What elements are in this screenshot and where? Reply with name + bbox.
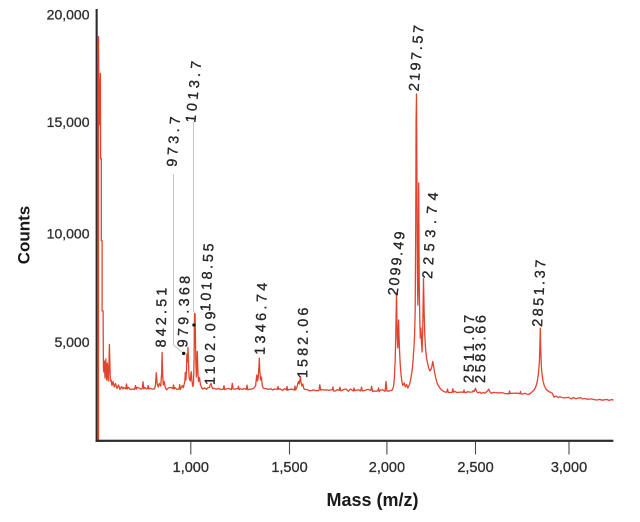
svg-text:1013.7: 1013.7 bbox=[183, 57, 205, 124]
svg-text:973.7: 973.7 bbox=[165, 113, 185, 168]
svg-text:2099.49: 2099.49 bbox=[386, 229, 409, 297]
svg-text:Counts: Counts bbox=[15, 206, 34, 265]
svg-text:1582.06: 1582.06 bbox=[295, 305, 312, 379]
svg-text:1346.74: 1346.74 bbox=[253, 279, 272, 355]
svg-text:20,000: 20,000 bbox=[47, 6, 90, 22]
svg-text:2511.07: 2511.07 bbox=[462, 312, 479, 383]
svg-text:5,000: 5,000 bbox=[54, 334, 89, 350]
svg-text:1,500: 1,500 bbox=[271, 460, 307, 476]
svg-text:979.368: 979.368 bbox=[175, 272, 194, 347]
svg-text:842.51: 842.51 bbox=[154, 284, 171, 347]
svg-text:15,000: 15,000 bbox=[47, 114, 90, 130]
svg-text:2197.57: 2197.57 bbox=[407, 22, 428, 92]
svg-text:Mass (m/z): Mass (m/z) bbox=[327, 490, 419, 510]
svg-text:1,000: 1,000 bbox=[173, 460, 209, 476]
svg-text:1018.55: 1018.55 bbox=[198, 240, 218, 311]
svg-text:10,000: 10,000 bbox=[47, 225, 90, 241]
svg-text:2583.66: 2583.66 bbox=[473, 312, 490, 383]
svg-text:1102.09: 1102.09 bbox=[203, 308, 220, 385]
svg-text:2253.74: 2253.74 bbox=[420, 186, 442, 279]
svg-text:2,000: 2,000 bbox=[369, 460, 405, 476]
svg-text:3,000: 3,000 bbox=[551, 460, 587, 476]
svg-text:2851.37: 2851.37 bbox=[530, 257, 550, 327]
svg-text:2,500: 2,500 bbox=[457, 460, 493, 476]
